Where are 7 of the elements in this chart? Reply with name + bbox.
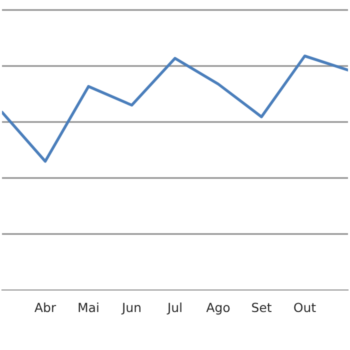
- x-tick-label: Abr: [34, 302, 56, 312]
- x-tick-label: Jun: [121, 302, 140, 314]
- x-tick-label: Mai: [78, 302, 98, 312]
- x-tick-label: Jul: [166, 302, 182, 314]
- x-tick-label: Ago: [206, 302, 230, 315]
- x-tick-label: Set: [252, 302, 272, 312]
- x-tick-label: Out: [294, 302, 316, 312]
